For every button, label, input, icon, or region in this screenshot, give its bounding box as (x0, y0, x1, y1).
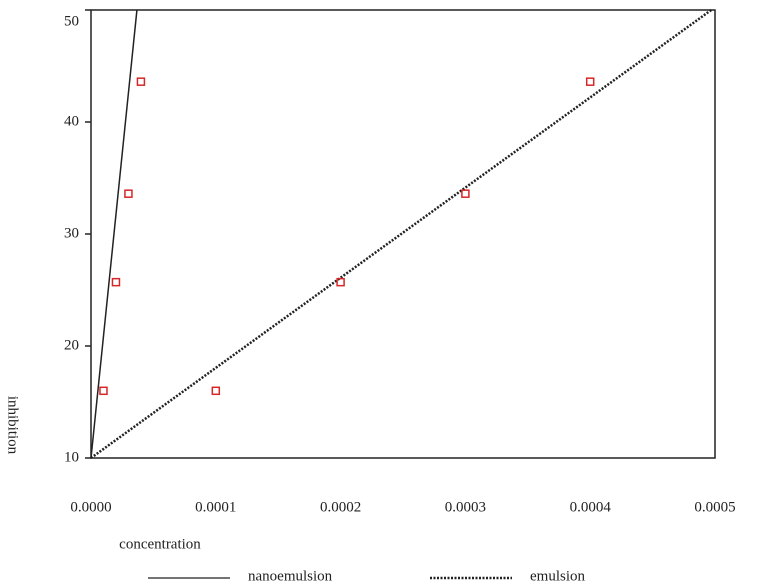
fit-line (90, 9, 138, 459)
x-tick-label: 0.0002 (320, 499, 361, 515)
y-tick-label: 30 (64, 225, 79, 241)
fit-line (90, 8, 712, 460)
y-axis-label: inhibition (5, 396, 21, 455)
legend-label: emulsion (530, 568, 585, 584)
data-point (111, 277, 121, 287)
plot-frame (90, 9, 716, 459)
x-axis-label: concentration (119, 536, 201, 552)
x-tick-label: 0.0000 (70, 499, 111, 515)
x-tick-label: 0.0003 (445, 499, 486, 515)
x-tick-label: 0.0004 (570, 499, 612, 515)
data-point (211, 386, 221, 396)
y-tick-label: 40 (64, 113, 79, 129)
x-tick-label: 0.0005 (694, 499, 735, 515)
y-tick-label: 20 (64, 337, 79, 353)
data-point (585, 77, 595, 86)
data-point (136, 77, 146, 86)
data-point (124, 189, 133, 198)
x-tick-label: 0.0001 (195, 499, 236, 515)
data-point (336, 277, 345, 287)
data-point (99, 386, 108, 396)
y-tick-label: 10 (64, 449, 79, 465)
data-point (461, 189, 470, 198)
y-tick-label: 50 (64, 13, 79, 29)
legend-label: nanoemulsion (248, 568, 333, 584)
